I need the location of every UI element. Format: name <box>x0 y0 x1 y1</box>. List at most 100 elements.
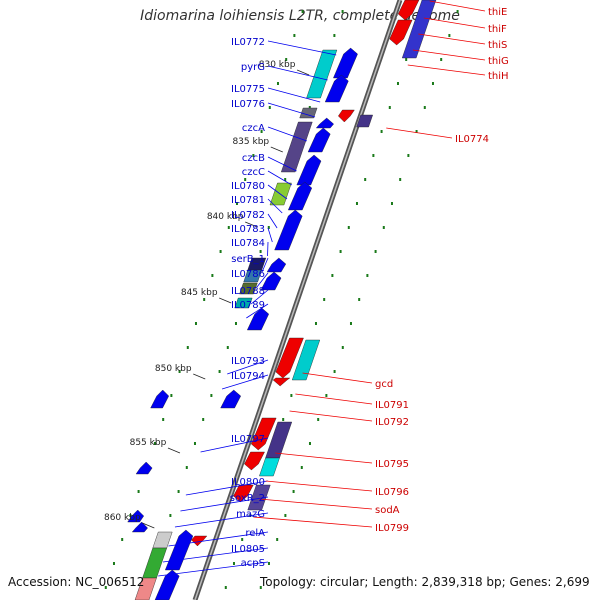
guide-dot <box>380 130 383 133</box>
left-leader <box>185 480 269 496</box>
map-title: Idiomarina loihiensis L2TR, complete gen… <box>140 8 460 24</box>
kbp-tick <box>167 447 181 454</box>
reverse-gene-2 <box>275 337 304 379</box>
guide-dot <box>301 10 304 13</box>
kbp-tick <box>270 146 283 153</box>
guide-dot <box>178 370 181 373</box>
left-gene-label: IL0793 <box>231 356 265 367</box>
guide-dot <box>282 418 285 421</box>
guide-dot <box>137 490 140 493</box>
guide-dot <box>219 250 222 253</box>
left-leader <box>267 65 328 81</box>
left-gene-label: IL0782 <box>231 210 265 221</box>
cluster-gene-1 <box>299 107 318 119</box>
guide-dot <box>193 442 196 445</box>
right-gene-label: thiS <box>488 40 507 51</box>
left-gene-label: mazG <box>236 509 265 520</box>
cluster-gene-10 <box>134 577 157 600</box>
guide-dot <box>284 178 287 181</box>
guide-dot <box>399 178 402 181</box>
guide-dot <box>331 274 334 277</box>
right-leader <box>259 498 373 510</box>
guide-dot <box>431 82 434 85</box>
guide-dot <box>194 322 197 325</box>
left-gene-label: IL0772 <box>231 37 265 48</box>
forward-gene-7 <box>266 257 287 273</box>
forward-gene-10 <box>220 389 241 409</box>
left-leader <box>250 289 269 305</box>
guide-dot <box>290 394 293 397</box>
gene-features <box>127 0 437 600</box>
kbp-tick <box>245 221 258 228</box>
guide-dot <box>448 34 451 37</box>
guide-dot <box>177 490 180 493</box>
right-leader <box>289 410 373 422</box>
guide-dot <box>349 322 352 325</box>
genome-summary-text: Topology: circular; Length: 2,839,318 bp… <box>260 575 590 589</box>
guide-dot <box>333 34 336 37</box>
guide-dot <box>415 130 418 133</box>
kbp-tick <box>219 297 232 304</box>
kbp-tick <box>296 69 310 76</box>
left-leader <box>267 156 297 172</box>
guide-dot <box>317 418 320 421</box>
forward-gene-3 <box>307 127 331 153</box>
left-leader <box>267 184 288 200</box>
guide-dot <box>366 274 369 277</box>
left-gene-label: IL0780 <box>231 181 265 192</box>
reverse-cluster-gene-0 <box>401 0 437 59</box>
left-leader <box>267 170 292 186</box>
guide-dot <box>341 10 344 13</box>
kbp-label: 840 kbp <box>207 212 244 222</box>
guide-dot <box>388 106 391 109</box>
guide-dot <box>259 250 262 253</box>
guide-dot <box>293 34 296 37</box>
cluster-gene-9 <box>142 547 168 579</box>
kbp-label: 860 kbp <box>104 513 141 523</box>
cluster-gene-6 <box>239 282 258 295</box>
right-leader <box>412 49 486 61</box>
right-leader <box>429 0 486 12</box>
left-leader <box>180 496 269 512</box>
left-leader <box>256 272 269 288</box>
small-forward-gene-3 <box>131 521 148 533</box>
right-gene-label: thiF <box>488 24 507 35</box>
left-leader <box>227 359 269 375</box>
guide-dot <box>267 562 270 565</box>
left-leader <box>267 126 307 142</box>
guide-dot <box>244 178 247 181</box>
right-gene-label: IL0796 <box>375 487 409 498</box>
forward-gene-6 <box>274 209 303 251</box>
right-gene-label: thiG <box>488 56 509 67</box>
guide-dot <box>292 490 295 493</box>
left-leader <box>162 547 269 563</box>
guide-dot <box>203 298 206 301</box>
forward-gene-4 <box>296 154 322 186</box>
right-gene-label: thiE <box>488 7 507 18</box>
guide-dot <box>185 466 188 469</box>
kbp-label: 835 kbp <box>232 137 269 147</box>
guide-dot <box>285 58 288 61</box>
reverse-gene-lower <box>191 535 208 547</box>
guide-dot <box>104 586 107 589</box>
accession-text: Accession: NC_006512 <box>8 575 145 589</box>
right-gene-label: thiH <box>488 71 509 82</box>
guide-dot <box>347 226 350 229</box>
guide-dot <box>456 10 459 13</box>
right-gene-label: IL0799 <box>375 523 409 534</box>
left-gene-label: IL0789 <box>231 300 265 311</box>
left-leader <box>246 303 269 319</box>
right-leader <box>407 64 486 76</box>
left-gene-label: IL0784 <box>231 238 265 249</box>
guide-dot <box>112 562 115 565</box>
right-gene-label: IL0774 <box>455 134 489 145</box>
forward-gene-9 <box>246 307 270 331</box>
left-gene-label: acpS <box>241 558 265 569</box>
small-forward-gene-2 <box>127 509 145 523</box>
guide-dot <box>227 226 230 229</box>
guide-dot <box>440 58 443 61</box>
reverse-gene-4 <box>251 417 277 451</box>
guide-dot <box>323 298 326 301</box>
guide-dot <box>224 586 227 589</box>
left-leader <box>174 512 269 528</box>
